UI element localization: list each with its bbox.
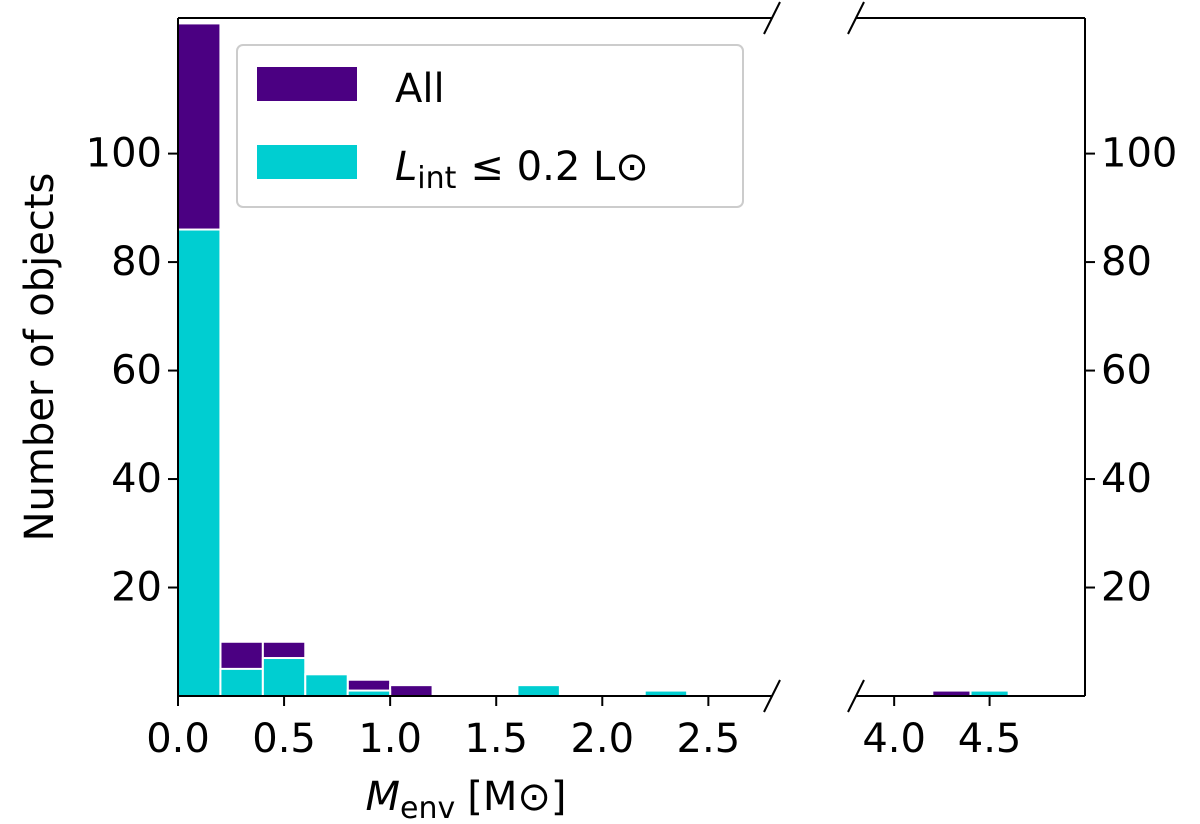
bar-lint-3: [304, 673, 349, 698]
y-tick-label-right: 20: [1101, 565, 1152, 611]
x-axis-label-unit: [M⊙]: [467, 774, 566, 820]
y-axis-label: Number of objects: [17, 173, 63, 542]
x-tick-label-left: 1.0: [358, 716, 422, 762]
y-tick-label-left: 40: [111, 456, 162, 502]
x-tick-label-left: 2.0: [570, 716, 634, 762]
legend-label-lint-rest: ≤ 0.2 L⊙: [470, 144, 648, 190]
axes-group: [177, 1, 1086, 713]
break-mark-top-left: [763, 1, 781, 35]
bar-lint-5: [516, 684, 561, 697]
x-tick-label-right: 4.5: [958, 716, 1022, 762]
bar-lint-2: [261, 657, 307, 697]
x-tick-label-right: 4.0: [862, 716, 926, 762]
x-axis-label-main: M: [366, 774, 401, 820]
y-tick-label-left: 60: [111, 348, 162, 394]
x-tick-label-left: 0.5: [252, 716, 316, 762]
legend-label-all: All: [395, 66, 445, 112]
y-tick-label-left: 80: [111, 239, 162, 285]
y-tick-label-left: 20: [111, 565, 162, 611]
bars-group: [177, 22, 1010, 698]
legend-swatch-all: [257, 67, 357, 101]
legend-label-lint-main: L: [395, 144, 417, 190]
break-mark-bottom-right: [847, 679, 865, 713]
legend-label-lint-sub: int: [417, 161, 456, 196]
x-axis-label-sub: env: [400, 791, 455, 824]
y-tick-label-left: 100: [86, 131, 162, 177]
x-axis-label: Menv [M⊙]: [366, 774, 567, 824]
bar-lint-0: [177, 228, 222, 697]
y-tick-label-right: 40: [1101, 456, 1152, 502]
y-tick-label-right: 100: [1101, 131, 1177, 177]
legend-frame: [236, 44, 744, 208]
break-mark-bottom-left: [763, 679, 781, 713]
y-tick-label-right: 80: [1101, 239, 1152, 285]
legend-swatch-lint: [257, 145, 357, 179]
x-tick-label-left: 2.5: [677, 716, 741, 762]
y-tick-label-right: 60: [1101, 348, 1152, 394]
legend: All Lint ≤ 0.2 L⊙: [236, 44, 744, 208]
bar-all-5: [389, 684, 434, 697]
break-mark-top-right: [847, 1, 865, 35]
ticks-group: 20 20 40 40 60 60 80 80 100 100 0.0 0.5 1.0 1.5 2.0 2.5…: [86, 131, 1178, 762]
legend-label-lint: Lint ≤ 0.2 L⊙: [395, 144, 649, 196]
bar-lint-1: [219, 667, 264, 698]
x-tick-label-left: 0.0: [146, 716, 210, 762]
x-tick-label-left: 1.5: [464, 716, 528, 762]
